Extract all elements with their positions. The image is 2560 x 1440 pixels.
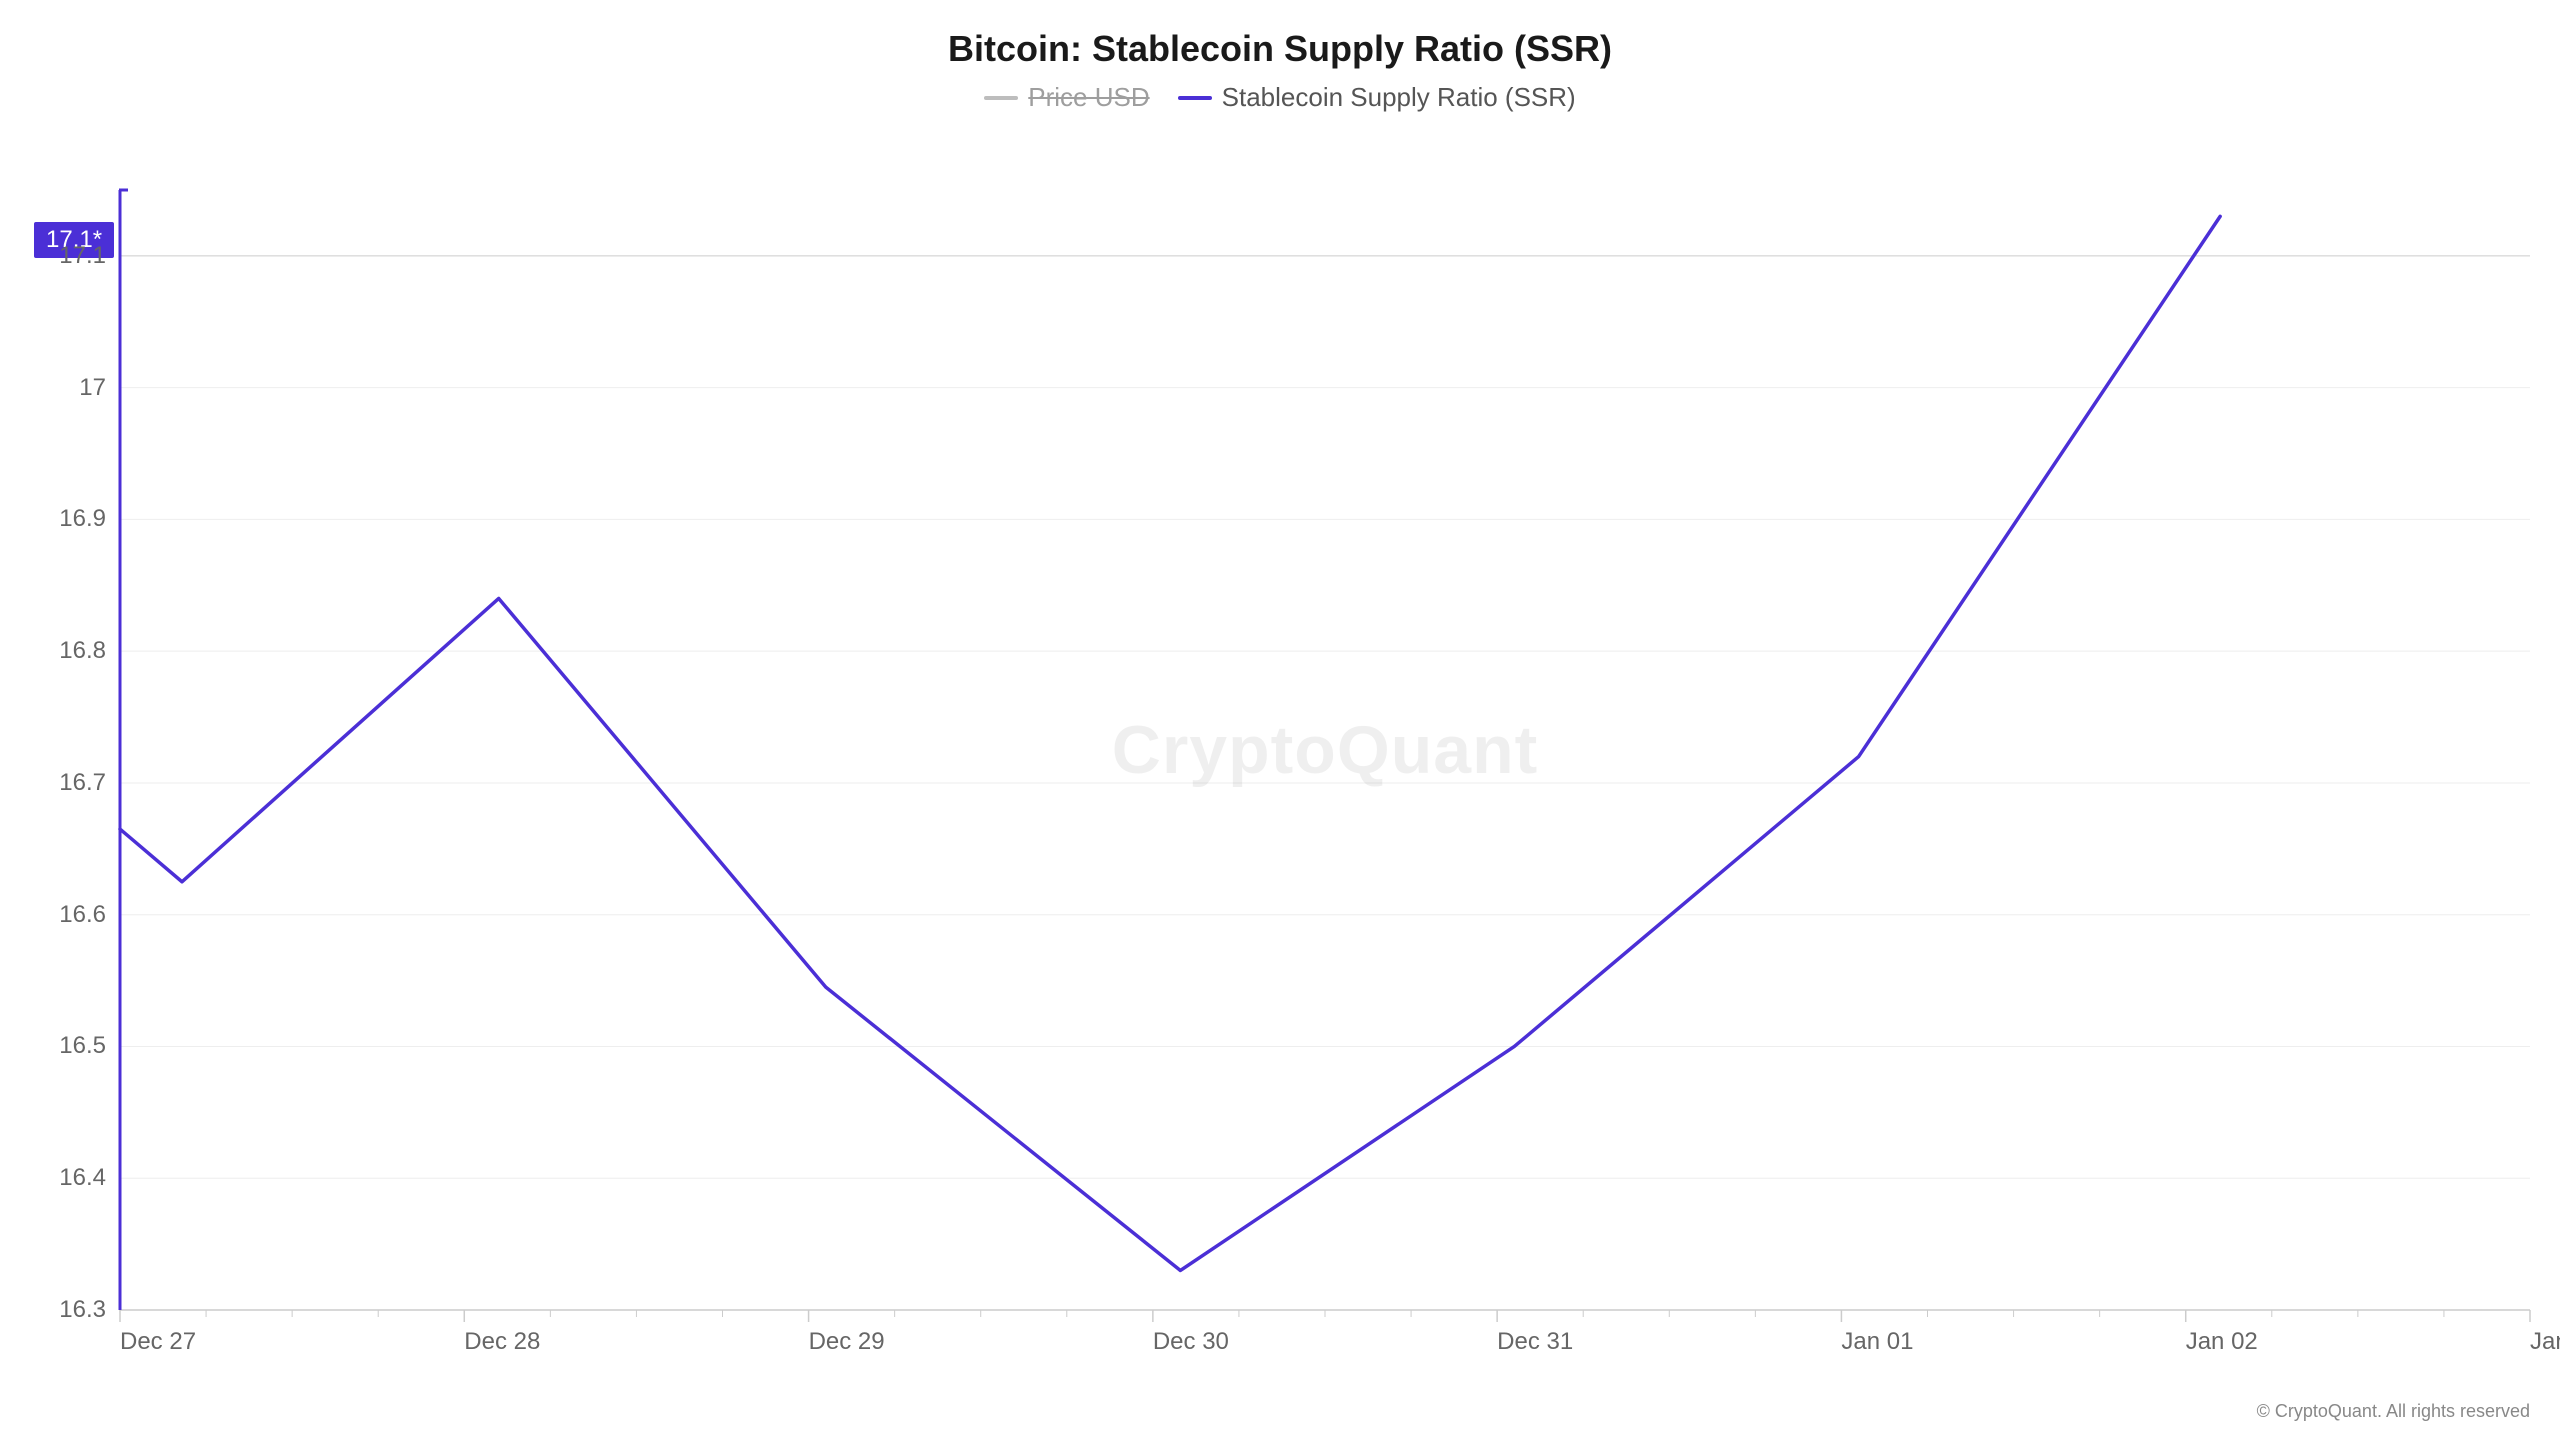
copyright-text: © CryptoQuant. All rights reserved — [2257, 1401, 2530, 1422]
chart-plot-svg — [0, 0, 2560, 1440]
y-axis-label: 17.1 — [59, 242, 106, 270]
x-axis-label: Jan 03 — [2530, 1328, 2560, 1356]
x-axis-label: Jan 01 — [1841, 1328, 1913, 1356]
y-axis-label: 16.9 — [59, 505, 106, 533]
x-axis-label: Dec 27 — [120, 1328, 196, 1356]
x-axis-label: Dec 29 — [809, 1328, 885, 1356]
y-axis-label: 16.3 — [59, 1296, 106, 1324]
y-axis-label: 17 — [79, 374, 106, 402]
x-axis-label: Dec 28 — [464, 1328, 540, 1356]
y-axis-label: 16.7 — [59, 769, 106, 797]
x-axis-label: Dec 30 — [1153, 1328, 1229, 1356]
y-axis-label: 16.6 — [59, 901, 106, 929]
chart-container: Bitcoin: Stablecoin Supply Ratio (SSR) P… — [0, 0, 2560, 1440]
y-axis-label: 16.8 — [59, 637, 106, 665]
x-axis-label: Dec 31 — [1497, 1328, 1573, 1356]
y-axis-label: 16.5 — [59, 1032, 106, 1060]
y-axis-label: 16.4 — [59, 1164, 106, 1192]
x-axis-label: Jan 02 — [2186, 1328, 2258, 1356]
